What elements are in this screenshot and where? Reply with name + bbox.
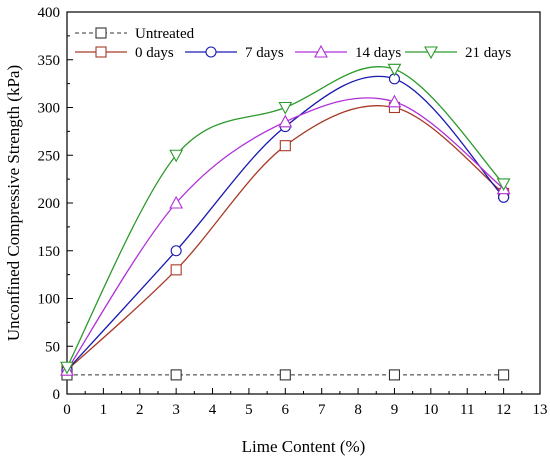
legend-entry: 14 days	[295, 44, 401, 61]
data-point	[278, 101, 293, 115]
legend-entry: 21 days	[405, 45, 511, 61]
series-4	[60, 94, 511, 376]
y-tick-label: 350	[38, 53, 61, 69]
data-point	[279, 140, 291, 152]
x-tick-label: 12	[496, 402, 511, 418]
x-tick-label: 8	[354, 402, 362, 418]
data-point	[170, 245, 182, 257]
series-line	[66, 97, 505, 371]
y-tick-label: 300	[38, 101, 61, 117]
data-point	[387, 63, 402, 77]
data-point	[498, 369, 510, 381]
y-tick-label: 200	[38, 196, 61, 212]
data-point	[278, 114, 293, 128]
legend-label: Untreated	[135, 26, 195, 42]
y-tick-label: 250	[38, 148, 61, 164]
x-tick-label: 0	[63, 402, 71, 418]
legend-label: 14 days	[355, 45, 401, 61]
y-tick-label: 50	[45, 339, 60, 355]
x-tick-label: 11	[460, 402, 474, 418]
legend-marker	[205, 46, 217, 58]
legend-label: 0 days	[135, 45, 174, 61]
x-axis-label: Lime Content (%)	[242, 437, 366, 456]
x-tick-label: 5	[245, 402, 253, 418]
series-2	[61, 101, 510, 376]
axis-ticks: 0 1 2 3 4 5 6 7 8 9 10 11 12 130501001502002503003504…	[38, 5, 548, 418]
data-point	[169, 195, 184, 209]
legend-marker	[95, 46, 107, 58]
data-point	[388, 369, 401, 381]
data-point	[387, 94, 402, 108]
y-tick-label: 150	[38, 244, 61, 260]
legend-entry: 0 days	[75, 45, 174, 61]
legend-marker	[314, 44, 328, 58]
legend-marker	[95, 27, 107, 39]
x-tick-label: 1	[100, 402, 108, 418]
y-tick-label: 0	[53, 387, 61, 403]
x-tick-label: 6	[282, 402, 290, 418]
series-layer	[60, 63, 511, 381]
x-tick-label: 7	[318, 402, 326, 418]
series-line	[66, 66, 505, 368]
data-point	[170, 264, 182, 276]
legend-entry: Untreated	[75, 26, 195, 42]
data-point	[169, 149, 184, 163]
plot-border	[66, 11, 541, 395]
y-tick-label: 100	[38, 292, 61, 308]
x-tick-label: 3	[172, 402, 180, 418]
data-point	[279, 369, 291, 381]
data-point	[496, 178, 511, 192]
legend-label: 21 days	[465, 45, 511, 61]
y-axis-label: Unconfined Compressive Strength (kPa)	[4, 65, 23, 341]
legend-label: 7 days	[245, 45, 284, 61]
legend-entry: 7 days	[185, 45, 284, 61]
data-point	[60, 361, 74, 375]
plot-area	[66, 11, 541, 395]
x-tick-label: 9	[391, 402, 399, 418]
y-tick-label: 400	[38, 5, 61, 21]
series-5	[60, 63, 511, 375]
legend-marker	[424, 46, 438, 60]
series-1	[61, 369, 510, 381]
legend: Untreated 0 days 7 days 14 days 21 days	[75, 26, 511, 61]
x-tick-label: 10	[423, 402, 438, 418]
x-tick-label: 2	[136, 402, 144, 418]
x-tick-label: 4	[209, 402, 217, 418]
x-tick-label: 13	[533, 402, 548, 418]
data-point	[170, 369, 182, 381]
